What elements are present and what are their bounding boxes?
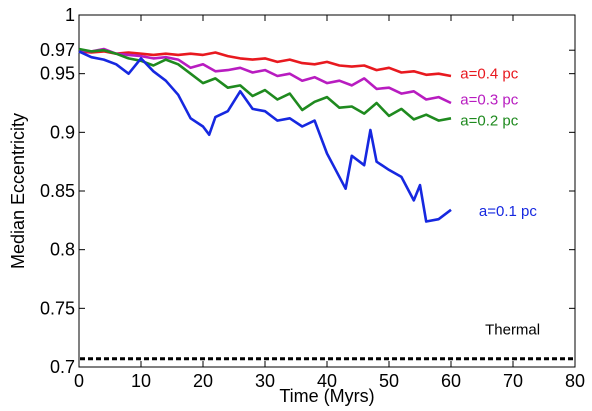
series-line-a-0-1-pc xyxy=(78,50,452,223)
x-tick-label: 30 xyxy=(255,371,275,391)
series-line-a-0-3-pc xyxy=(78,47,452,105)
y-tick-label: 1 xyxy=(65,5,75,25)
annotation-label: a=0.4 pc xyxy=(460,66,518,83)
y-tick-label: 0.97 xyxy=(40,40,75,60)
y-tick-label: 0.9 xyxy=(50,122,75,142)
y-axis-title: Median Eccentricity xyxy=(8,113,28,269)
annotation-label: a=0.1 pc xyxy=(479,203,537,220)
x-tick-label: 20 xyxy=(193,371,213,391)
y-tick-label: 0.75 xyxy=(40,298,75,318)
annotation-label: a=0.2 pc xyxy=(460,113,518,130)
x-tick-label: 40 xyxy=(317,371,337,391)
x-axis-title: Time (Myrs) xyxy=(279,386,374,406)
axis-ticks: 0 10 20 30 40 50 60 70 80 0.7 0.75 0.8 0.85 0.9 0.95 0.… xyxy=(40,5,585,391)
series-line-a-0-4-pc xyxy=(78,50,452,78)
y-tick-label: 0.8 xyxy=(50,240,75,260)
x-tick-label: 60 xyxy=(441,371,461,391)
x-tick-label: 70 xyxy=(503,371,523,391)
x-tick-label: 80 xyxy=(565,371,585,391)
annotation-label: Thermal xyxy=(485,321,540,338)
y-tick-label: 0.85 xyxy=(40,181,75,201)
series-line-a-0-2-pc xyxy=(78,47,452,122)
y-tick-label: 0.7 xyxy=(50,357,75,377)
plot-frame xyxy=(78,14,576,368)
y-tick-label: 0.95 xyxy=(40,64,75,84)
x-tick-label: 50 xyxy=(379,371,399,391)
annotation-label: a=0.3 pc xyxy=(460,91,518,108)
series-lines xyxy=(78,47,452,223)
x-tick-label: 10 xyxy=(131,371,151,391)
series-annotations: a=0.4 pc a=0.3 pc a=0.2 pc a=0.1 pc Thermal xyxy=(460,66,540,339)
x-tick-label: 0 xyxy=(74,371,84,391)
